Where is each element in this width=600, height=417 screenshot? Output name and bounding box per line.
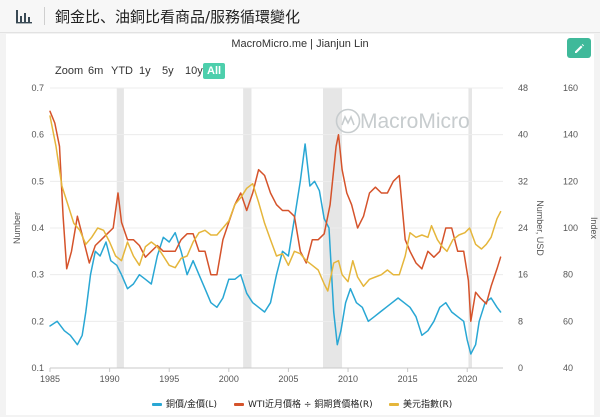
legend-item-dollar-index[interactable]: 美元指數(R) <box>389 397 452 410</box>
x-tick-label: 1995 <box>159 374 179 384</box>
zoom-label: Zoom <box>55 65 84 77</box>
right-axis-usd-tick-label: 16 <box>518 270 528 280</box>
x-tick-label: 2005 <box>278 374 298 384</box>
left-axis-tick-label: 0.7 <box>31 83 44 93</box>
macromicro-logo-icon <box>335 108 361 134</box>
right-axis-index-tick-label: 60 <box>563 316 573 326</box>
legend-swatch <box>389 403 399 406</box>
pencil-icon <box>575 44 584 53</box>
legend-label: 美元指數(R) <box>403 400 453 410</box>
left-axis-tick-label: 0.3 <box>31 270 44 280</box>
left-axis-tick-label: 0.5 <box>31 176 44 186</box>
x-tick-label: 2020 <box>457 374 477 384</box>
chart-panel <box>6 34 594 415</box>
x-tick-label: 2010 <box>338 374 358 384</box>
zoom-10y-button[interactable]: 10y <box>185 65 203 77</box>
legend-swatch <box>152 403 162 406</box>
zoom-all-button[interactable]: All <box>203 63 226 79</box>
series-line-1 <box>49 110 502 323</box>
edit-button[interactable] <box>567 38 591 58</box>
right-axis-usd-tick-label: 40 <box>518 130 528 140</box>
right-axis-index-tick-label: 140 <box>563 130 578 140</box>
x-tick-label: 1990 <box>100 374 120 384</box>
right-axis-usd-tick-label: 48 <box>518 83 528 93</box>
legend-swatch <box>234 403 244 406</box>
left-axis-tick-label: 0.1 <box>31 363 44 373</box>
legend-label: WTI近月價格 ÷ 銅期貨價格(R) <box>248 400 373 410</box>
x-tick-label: 1985 <box>40 374 60 384</box>
left-axis-tick-label: 0.4 <box>31 223 44 233</box>
header-divider <box>44 7 45 25</box>
bar-chart-icon <box>16 10 32 24</box>
right-axis-index-tick-label: 100 <box>563 223 578 233</box>
right-axis-usd-tick-label: 32 <box>518 176 528 186</box>
page-title: 銅金比、油銅比看商品/服務循環變化 <box>55 8 301 26</box>
right-axis-index-tick-label: 160 <box>563 83 578 93</box>
chart-source: MacroMicro.me | Jianjun Lin <box>231 38 369 50</box>
zoom-6m-button[interactable]: 6m <box>88 65 104 77</box>
series-line-2 <box>49 115 502 292</box>
legend-item-copper-gold[interactable]: 銅價/金價(L) <box>152 397 217 410</box>
series-line-0 <box>49 143 502 355</box>
right-axis-usd-title: Number, USD <box>535 200 545 256</box>
page-header: 銅金比、油銅比看商品/服務循環變化 <box>0 0 600 33</box>
watermark: MacroMicro <box>360 110 470 133</box>
zoom-5y-button[interactable]: 5y <box>162 65 174 77</box>
chart-legend: 銅價/金價(L) WTI近月價格 ÷ 銅期貨價格(R) 美元指數(R) <box>0 397 600 411</box>
zoom-ytd-button[interactable]: YTD <box>111 65 133 77</box>
left-axis-tick-label: 0.2 <box>31 316 44 326</box>
x-tick-label: 2015 <box>398 374 418 384</box>
right-axis-usd-tick-label: 8 <box>518 316 523 326</box>
right-axis-index-tick-label: 80 <box>563 270 573 280</box>
right-axis-index-title: Index <box>589 217 599 240</box>
x-tick-label: 2000 <box>219 374 239 384</box>
zoom-1y-button[interactable]: 1y <box>139 65 151 77</box>
right-axis-usd-tick-label: 0 <box>518 363 523 373</box>
legend-label: 銅價/金價(L) <box>166 400 218 410</box>
left-axis-title: Number <box>12 212 22 244</box>
left-axis-tick-label: 0.6 <box>31 130 44 140</box>
right-axis-index-tick-label: 40 <box>563 363 573 373</box>
legend-item-oil-copper[interactable]: WTI近月價格 ÷ 銅期貨價格(R) <box>234 397 373 410</box>
right-axis-usd-tick-label: 24 <box>518 223 528 233</box>
right-axis-index-tick-label: 120 <box>563 176 578 186</box>
